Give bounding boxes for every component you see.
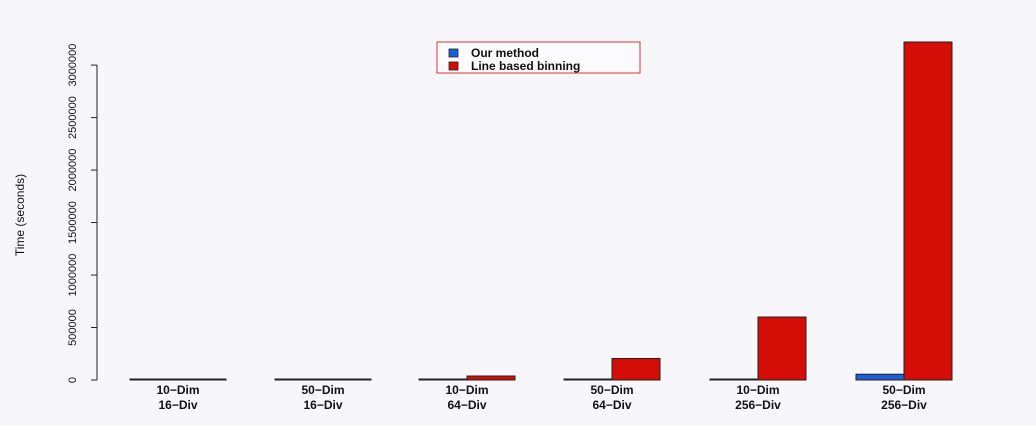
bar-line-based-binning — [757, 316, 807, 381]
y-axis: 0 500000 1000000 1500000 2000000 2500000 30000… — [67, 44, 98, 383]
bars — [129, 41, 953, 381]
legend-label: Line based binning — [471, 59, 580, 73]
bar-line-based-binning — [903, 41, 953, 381]
bar-line-based-binning — [177, 378, 227, 381]
bar-our-method — [129, 378, 179, 381]
y-tick-label: 500000 — [67, 309, 79, 346]
x-tick-label: 16−Div — [303, 398, 342, 412]
bar-line-based-binning — [466, 375, 516, 381]
legend-label: Our method — [471, 46, 539, 60]
y-tick-label: 0 — [67, 377, 79, 383]
x-axis-labels: 10−Dim16−Div50−Dim16−Div10−Dim64−Div50−D… — [156, 383, 927, 412]
bar-line-based-binning — [611, 357, 661, 381]
x-tick-label: 50−Dim — [590, 383, 633, 397]
y-axis-label: Time (seconds) — [13, 174, 27, 256]
bar-line-based-binning — [322, 378, 372, 381]
x-tick-label: 50−Dim — [882, 383, 925, 397]
x-tick-label: 10−Dim — [156, 383, 199, 397]
x-tick-label: 50−Dim — [301, 383, 344, 397]
legend-swatch — [448, 61, 459, 71]
x-tick-label: 64−Div — [447, 398, 486, 412]
x-tick-label: 256−Div — [881, 398, 927, 412]
bar-our-method — [274, 378, 324, 381]
x-tick-label: 10−Dim — [445, 383, 488, 397]
bar-our-method — [709, 378, 759, 381]
bar-our-method — [418, 378, 468, 381]
y-tick-label: 2000000 — [67, 149, 79, 192]
y-tick-label: 2500000 — [67, 96, 79, 139]
legend-swatch — [448, 48, 459, 58]
x-tick-label: 64−Div — [592, 398, 631, 412]
legend-box — [436, 41, 641, 74]
y-tick-label: 1000000 — [67, 254, 79, 297]
y-tick-label: 1500000 — [67, 201, 79, 244]
x-tick-label: 16−Div — [158, 398, 197, 412]
x-tick-label: 256−Div — [735, 398, 781, 412]
y-tick-label: 3000000 — [67, 44, 79, 87]
bar-our-method — [855, 373, 905, 381]
bar-our-method — [563, 378, 613, 381]
x-tick-label: 10−Dim — [736, 383, 779, 397]
